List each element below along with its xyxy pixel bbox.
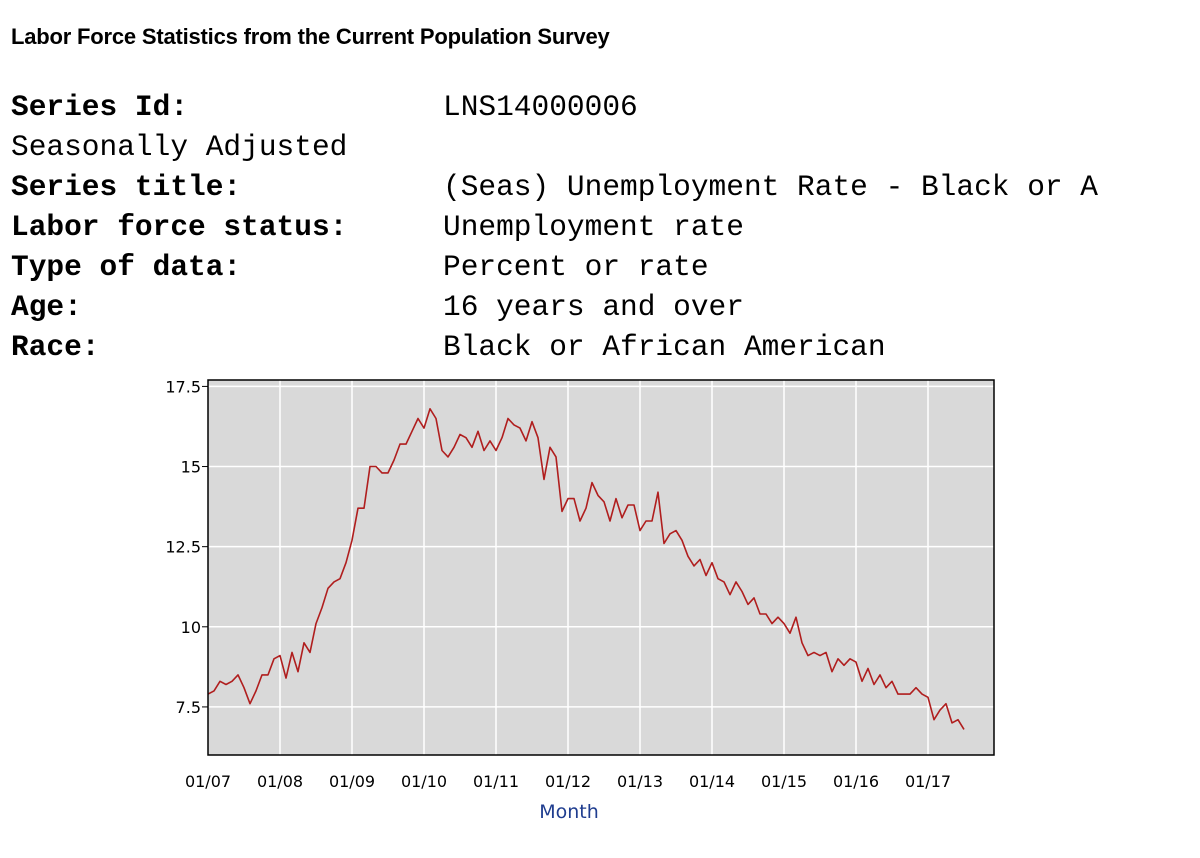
page-title: Labor Force Statistics from the Current … [11,24,610,49]
x-tick-label: 01/14 [689,772,735,791]
type-of-data-value: Percent or rate [443,250,709,284]
series-title-value: (Seas) Unemployment Rate - Black or A [443,170,1099,204]
x-tick-label: 01/15 [761,772,807,791]
x-tick-label: 01/11 [473,772,519,791]
race-value: Black or African American [443,330,886,364]
x-tick-label: 01/16 [833,772,879,791]
type-of-data-label: Type of data: [11,250,242,284]
y-tick-label: 17.5 [165,377,201,396]
y-tick-label: 10 [181,618,201,637]
x-tick-label: 01/10 [401,772,447,791]
series-title-label: Series title: [11,170,242,204]
age-value: 16 years and over [443,290,744,324]
seasonal-adjustment-label: Seasonally Adjusted [11,130,348,164]
labor-force-status-label: Labor force status: [11,210,348,244]
y-tick-label: 12.5 [165,538,201,557]
x-tick-label: 01/08 [257,772,303,791]
plot-frame [207,379,995,756]
y-tick-label: 7.5 [176,698,201,717]
age-label: Age: [11,290,82,324]
series-line [207,407,965,730]
x-tick-label: 01/12 [545,772,591,791]
plot-area [208,380,994,755]
y-tick-label: 15 [181,458,201,477]
labor-force-status-value: Unemployment rate [443,210,744,244]
x-tick-label: 01/07 [185,772,231,791]
series-id-value: LNS14000006 [443,90,638,124]
x-tick-label: 01/09 [329,772,375,791]
race-label: Race: [11,330,100,364]
x-axis-title: Month [539,801,599,823]
series-id-label: Series Id: [11,90,189,124]
x-tick-label: 01/13 [617,772,663,791]
x-tick-label: 01/17 [905,772,951,791]
